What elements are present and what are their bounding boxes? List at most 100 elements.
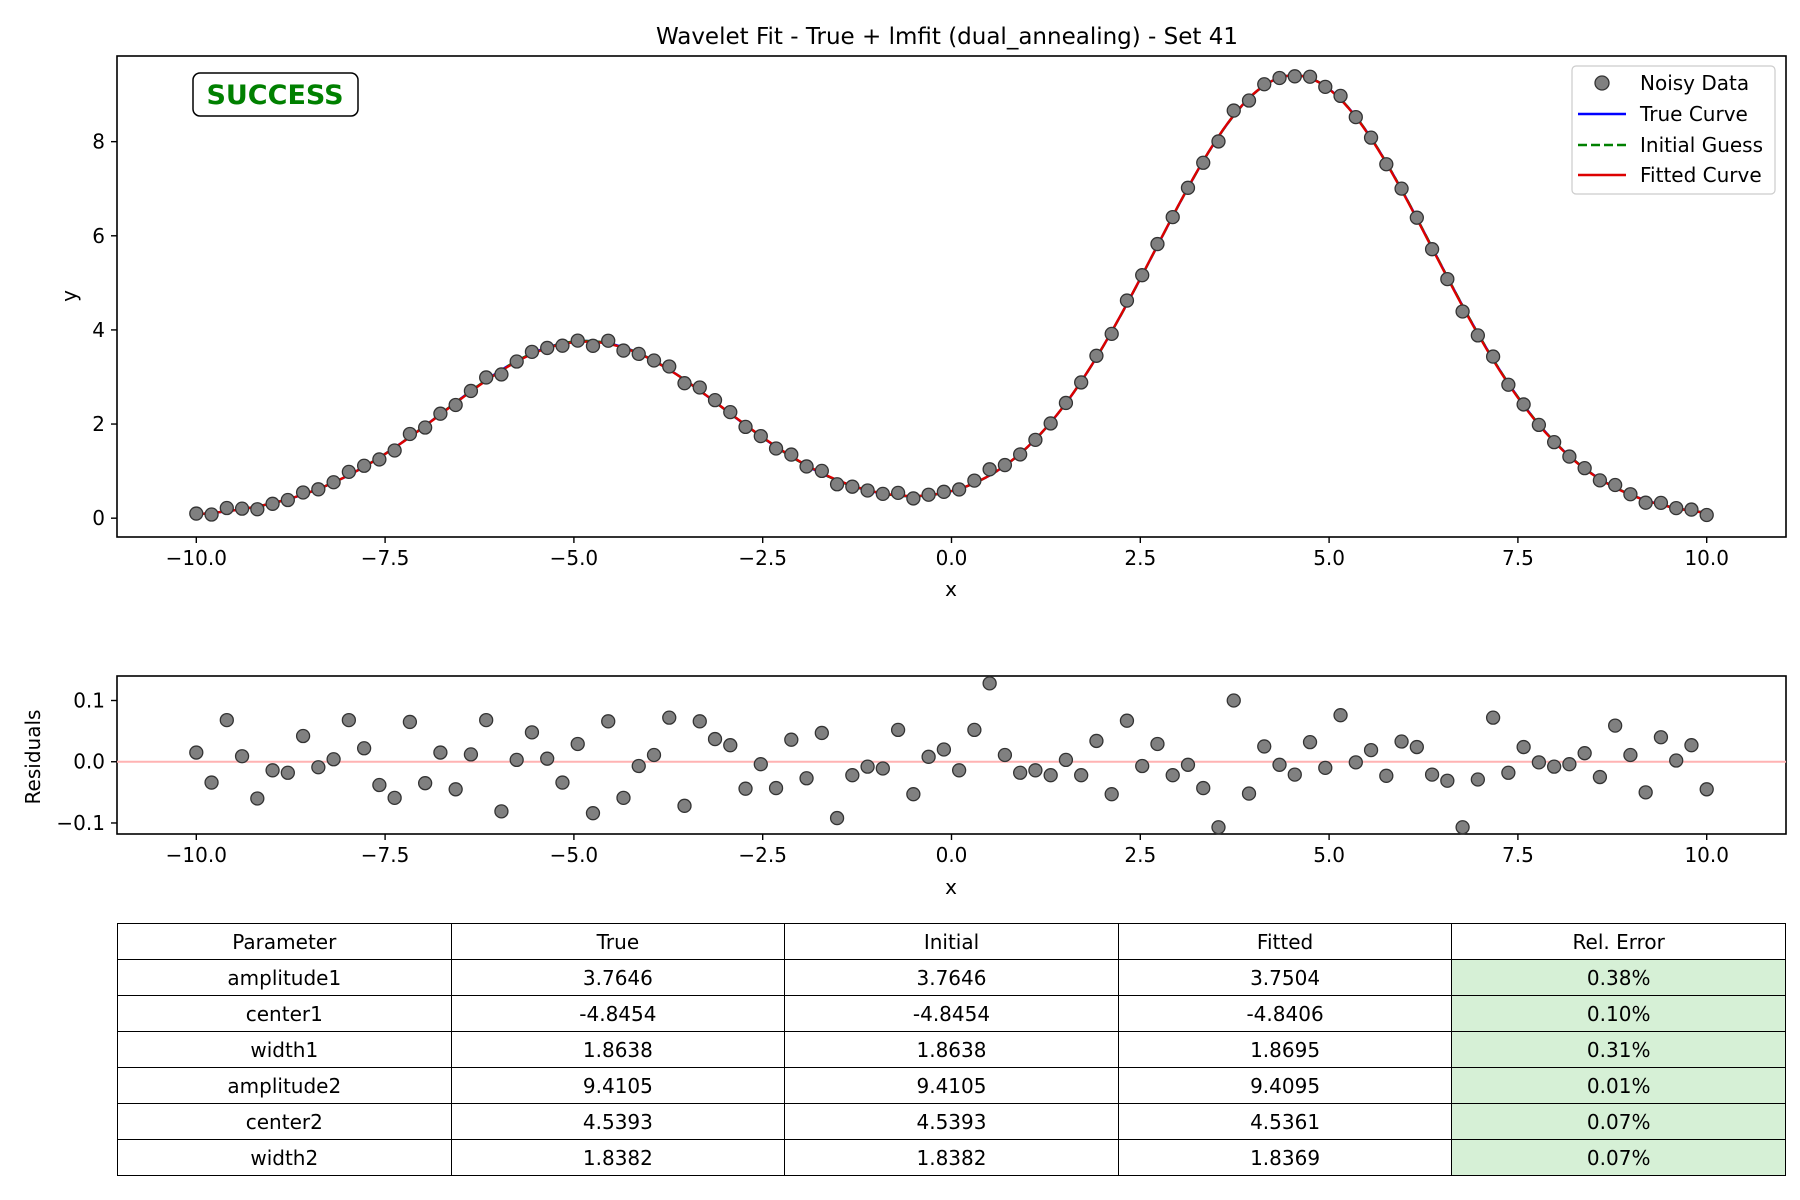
status-badge: SUCCESS xyxy=(192,72,359,117)
x-tick-label: 5.0 xyxy=(1313,546,1345,570)
table-cell: 1.8382 xyxy=(450,1139,786,1176)
residual-point xyxy=(723,738,738,753)
residual-point xyxy=(1257,739,1272,754)
data-point xyxy=(219,500,234,516)
residual-point xyxy=(906,787,921,802)
data-point xyxy=(341,464,357,480)
table-cell: 3.7646 xyxy=(784,959,1119,996)
residual-point xyxy=(982,676,997,691)
data-point xyxy=(265,496,280,511)
residual-point xyxy=(1180,757,1196,772)
table-cell: width2 xyxy=(117,1139,452,1176)
data-point xyxy=(707,392,723,408)
data-point xyxy=(189,506,204,521)
y-tick-label: 0.0 xyxy=(73,750,105,774)
residual-plot-frame xyxy=(116,675,1787,835)
x-tick-label: 7.5 xyxy=(1502,546,1534,570)
residual-point xyxy=(677,798,692,813)
legend-label-noisy-data: Noisy Data xyxy=(1640,71,1749,95)
data-point xyxy=(1135,268,1150,283)
table-cell: 9.4105 xyxy=(450,1067,786,1104)
table-cell: center2 xyxy=(117,1103,452,1140)
x-tick-label: 5.0 xyxy=(1313,843,1345,867)
table-row: amplitude2 9.4105 9.4105 9.4095 0.01% xyxy=(117,1067,1786,1104)
data-point xyxy=(784,447,799,462)
parameter-table: Parameter True Initial Fitted Rel. Error… xyxy=(117,923,1786,1176)
data-point xyxy=(372,452,387,467)
legend-label-initial-guess: Initial Guess xyxy=(1640,133,1763,157)
data-point xyxy=(1470,328,1486,343)
table-error-cell: 0.38% xyxy=(1451,959,1786,996)
residual-point xyxy=(890,722,906,738)
data-point xyxy=(1516,397,1531,412)
table-cell: -4.8454 xyxy=(450,995,786,1032)
data-point xyxy=(1028,432,1043,448)
y-tick-label: 0.1 xyxy=(73,688,105,712)
residual-y-ticks: −0.1 0.0 0.1 xyxy=(56,688,117,835)
residual-point xyxy=(875,761,890,776)
data-point xyxy=(631,346,646,362)
data-point xyxy=(463,383,479,399)
residual-point xyxy=(387,790,402,806)
residual-point xyxy=(463,747,479,762)
data-point xyxy=(204,507,219,522)
data-point xyxy=(509,354,524,369)
data-point xyxy=(1669,500,1684,516)
residual-point xyxy=(951,763,967,778)
residual-point xyxy=(1653,730,1669,745)
table-error-cell: 0.01% xyxy=(1451,1067,1786,1104)
table-error-cell: 0.07% xyxy=(1451,1139,1786,1176)
data-point xyxy=(1608,477,1623,493)
main-x-axis-label: x xyxy=(945,577,957,601)
data-point xyxy=(1379,157,1394,172)
data-point xyxy=(829,477,845,492)
residual-point xyxy=(1684,738,1699,753)
main-y-axis-label: y xyxy=(57,290,81,302)
residual-point xyxy=(646,747,662,763)
data-point xyxy=(1104,326,1119,342)
table-row: width1 1.8638 1.8638 1.8695 0.31% xyxy=(117,1031,1786,1068)
data-point xyxy=(951,482,967,497)
residual-point xyxy=(1394,734,1409,749)
x-tick-label: −2.5 xyxy=(738,546,787,570)
residual-point xyxy=(1241,786,1257,801)
y-tick-label: −0.1 xyxy=(56,811,105,835)
residual-point xyxy=(555,775,570,790)
data-point xyxy=(677,376,692,391)
data-point xyxy=(936,484,952,499)
residual-x-ticks: −10.0 −7.5 −5.0 −2.5 0.0 2.5 5.0 7.5 10.0 xyxy=(166,834,1729,867)
residual-points xyxy=(189,676,1714,835)
data-point xyxy=(1592,473,1608,488)
residual-point xyxy=(936,742,952,757)
residual-point xyxy=(402,714,418,730)
residual-point xyxy=(1333,708,1348,723)
table-row: center1 -4.8454 -4.8454 -4.8406 0.10% xyxy=(117,995,1786,1032)
residual-point xyxy=(799,771,814,786)
y-tick-label: 0 xyxy=(92,506,105,530)
data-point xyxy=(356,458,372,473)
residual-point xyxy=(1638,785,1653,800)
legend-box xyxy=(1571,65,1776,195)
data-point xyxy=(814,463,829,479)
x-tick-label: 2.5 xyxy=(1124,843,1156,867)
data-point xyxy=(1058,395,1074,411)
y-tick-label: 2 xyxy=(92,412,105,436)
data-point xyxy=(662,359,677,374)
data-point xyxy=(1043,416,1058,431)
fitted-curve-line xyxy=(196,74,1707,516)
data-point xyxy=(1119,293,1135,308)
residual-point xyxy=(1226,693,1241,708)
residual-point xyxy=(631,758,646,774)
residual-point xyxy=(784,732,799,747)
data-point xyxy=(906,491,921,506)
residual-point xyxy=(540,751,555,766)
residual-point xyxy=(616,790,631,806)
table-cell: width1 xyxy=(117,1031,452,1068)
data-point xyxy=(540,340,555,356)
data-point xyxy=(1653,495,1669,511)
data-point xyxy=(417,420,433,435)
table-header-cell: Parameter xyxy=(117,923,452,960)
residual-point xyxy=(417,776,433,791)
residual-point xyxy=(860,759,875,774)
data-point xyxy=(402,426,418,442)
